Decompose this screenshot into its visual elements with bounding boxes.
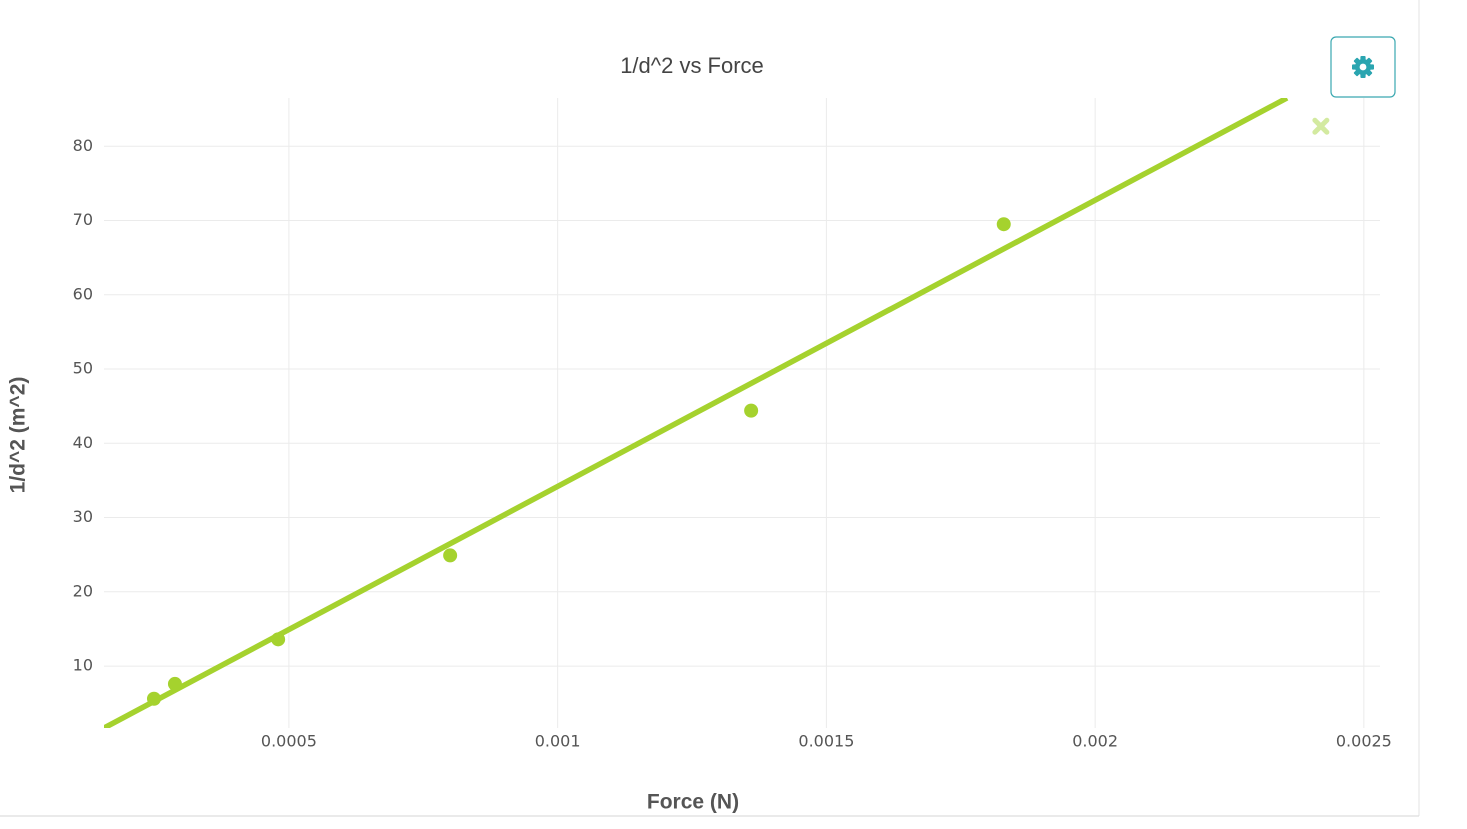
x-tick-label: 0.001 xyxy=(535,732,581,751)
data-point xyxy=(996,217,1011,232)
chart-title: 1/d^2 vs Force xyxy=(620,53,764,78)
data-point xyxy=(146,691,161,706)
y-axis-title: 1/d^2 (m^2) xyxy=(7,377,30,494)
y-tick-label: 40 xyxy=(73,433,93,452)
gear-icon[interactable] xyxy=(1352,56,1374,78)
x-axis-title: Force (N) xyxy=(647,791,739,814)
settings-button[interactable] xyxy=(1330,36,1396,98)
x-tick-label: 0.0015 xyxy=(798,732,854,751)
x-tick-label: 0.0005 xyxy=(261,732,317,751)
data-point xyxy=(271,632,286,647)
y-tick-label: 70 xyxy=(73,210,93,229)
y-tick-label: 80 xyxy=(73,136,93,155)
plot-area xyxy=(104,98,1289,728)
x-tick-label: 0.0025 xyxy=(1336,732,1392,751)
y-tick-label: 50 xyxy=(73,359,93,378)
y-tick-label: 30 xyxy=(73,507,93,526)
data-point xyxy=(744,403,759,418)
data-point xyxy=(167,676,182,691)
grid xyxy=(104,98,1380,728)
y-tick-label: 20 xyxy=(73,581,93,600)
excluded-point xyxy=(1312,117,1330,135)
y-tick-label: 60 xyxy=(73,284,93,303)
y-tick-label: 10 xyxy=(73,656,93,675)
data-point xyxy=(443,548,458,563)
x-tick-label: 0.002 xyxy=(1072,732,1118,751)
fit-line xyxy=(104,98,1289,728)
